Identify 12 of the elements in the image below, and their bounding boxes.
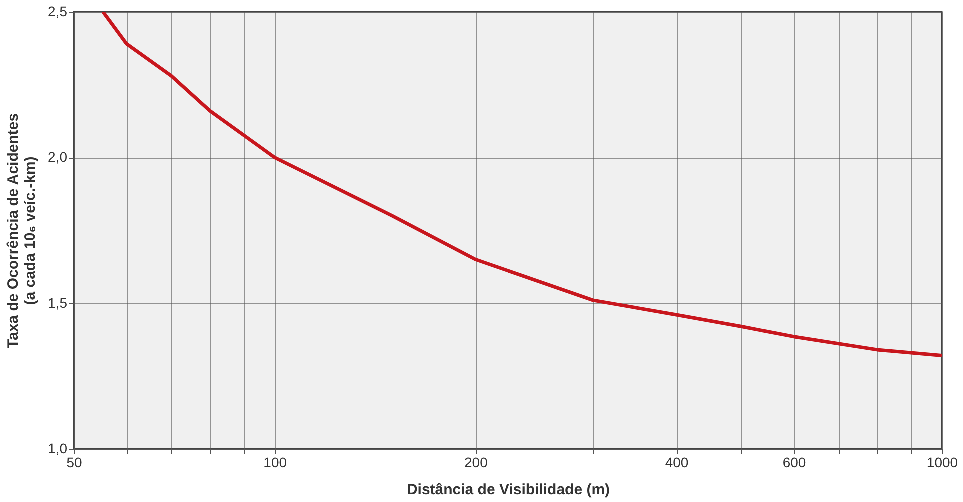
x-tick-label: 600	[782, 454, 806, 470]
y-tick-label: 1,0	[48, 440, 68, 456]
x-tick-label: 200	[464, 454, 488, 470]
y-tick-label: 1,5	[48, 294, 68, 311]
x-tick-label: 50	[66, 454, 82, 470]
x-axis-title: Distância de Visibilidade (m)	[406, 482, 610, 498]
x-tick-label: 400	[665, 454, 689, 470]
y-tick-label: 2,5	[48, 4, 68, 20]
x-tick-label: 1000	[926, 454, 958, 470]
x-tick-label: 100	[264, 454, 288, 470]
y-tick-label: 2,0	[48, 149, 68, 166]
y-axis-title: Taxa de Ocorrência de Acidentes (a cada 10₆ veíc.-km)	[5, 113, 40, 349]
